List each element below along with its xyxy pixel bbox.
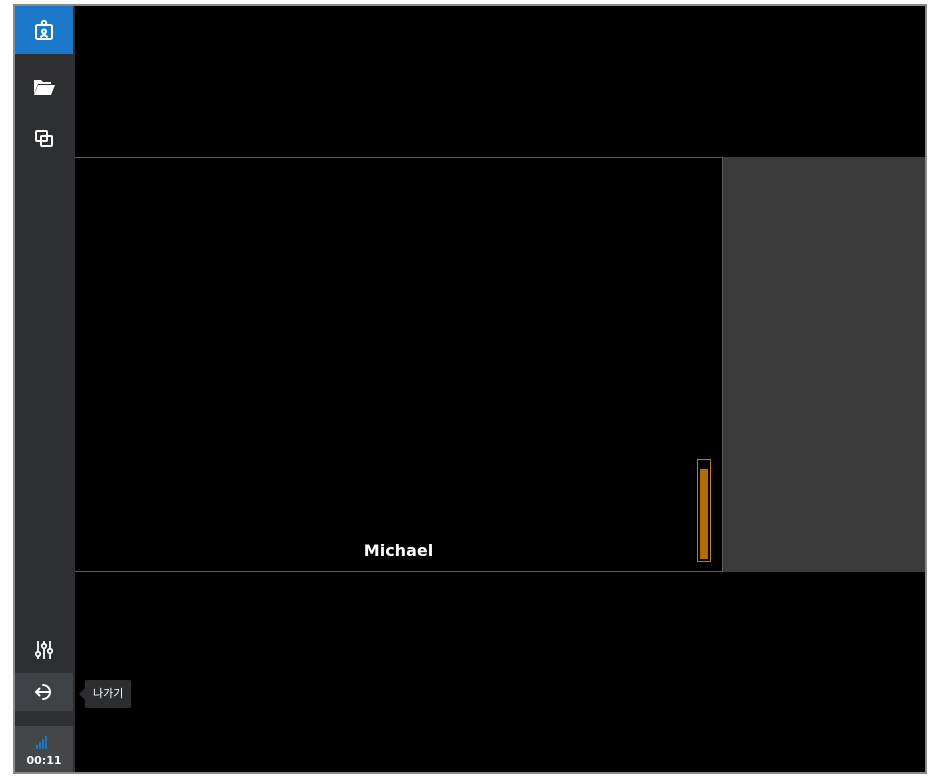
connection-status: 00:11 <box>15 726 73 772</box>
side-panel <box>723 157 925 572</box>
presenter-button[interactable] <box>15 6 73 54</box>
audio-level-meter <box>697 459 711 562</box>
sliders-icon <box>33 639 55 661</box>
participant-name: Michael <box>363 541 434 560</box>
audio-settings-button[interactable] <box>15 626 73 674</box>
layout-button[interactable] <box>15 115 73 163</box>
audio-level-fill <box>700 469 708 559</box>
elapsed-time: 00:11 <box>26 754 62 767</box>
video-conference-window: 00:11 나가기 Michael <box>13 4 927 774</box>
signal-bars-icon <box>36 735 52 749</box>
exit-tooltip: 나가기 <box>78 680 132 708</box>
presenter-icon <box>33 19 55 41</box>
open-folder-button[interactable] <box>15 63 73 111</box>
participant-video-tile[interactable]: Michael <box>75 157 723 572</box>
windows-icon <box>33 128 55 150</box>
folder-open-icon <box>32 76 56 98</box>
exit-button[interactable] <box>15 673 73 711</box>
sidebar: 00:11 <box>15 6 75 772</box>
exit-icon <box>33 681 55 703</box>
